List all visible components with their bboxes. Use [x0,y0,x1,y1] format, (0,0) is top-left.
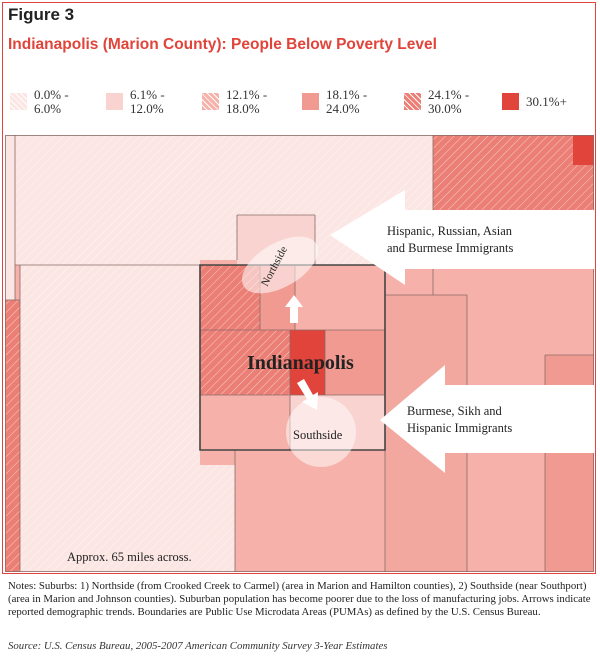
southside-highlight [286,397,356,467]
region-inner-north [295,265,385,330]
legend-swatch [302,93,319,110]
map-svg: Indianapolis Northside Southside Approx.… [5,135,594,572]
legend-label: 12.1% - 18.0% [226,87,268,116]
figure-label: Figure 3 [8,5,75,24]
legend-swatch [106,93,123,110]
north-callout-arrow [330,190,594,285]
legend-swatch [202,93,219,110]
figure-frame [2,2,596,574]
region-south-west [200,395,290,450]
legend-label: 24.1% - 30.0% [428,87,470,116]
region-inner-east [325,330,385,395]
legend-label: 30.1%+ [526,94,567,109]
northside-highlight [242,236,318,294]
legend-label: 6.1% - 12.0% [130,87,165,116]
legend-swatch [404,93,421,110]
callout-south-text: Burmese, Sikh and Hispanic Immigrants [407,404,513,435]
legend: 0.0% - 6.0% 6.1% - 12.0% 12.1% - 18.0% 1… [10,88,590,122]
poverty-map: Indianapolis Northside Southside Approx.… [5,135,594,572]
legend-swatch [502,93,519,110]
southside-label: Southside [293,428,343,442]
map-title: Indianapolis (Marion County): People Bel… [8,36,437,53]
marion-county-outline [199,264,386,451]
south-callout-arrow [380,365,594,473]
south-arrow-icon [297,379,318,410]
region-south [235,450,385,572]
callout-north-text: Hispanic, Russian, Asian and Burmese Imm… [387,224,514,255]
notes: Notes: Suburbs: 1) Northside (from Crook… [8,580,591,618]
north-arrow-icon [285,295,303,323]
legend-label: 0.0% - 6.0% [34,87,69,116]
region-downtown [290,330,325,395]
legend-swatch [10,93,27,110]
city-label: Indianapolis [247,352,354,374]
legend-label: 18.1% - 24.0% [326,87,368,116]
scale-note: Approx. 65 miles across. [67,550,192,564]
source: Source: U.S. Census Bureau, 2005-2007 Am… [8,640,388,652]
